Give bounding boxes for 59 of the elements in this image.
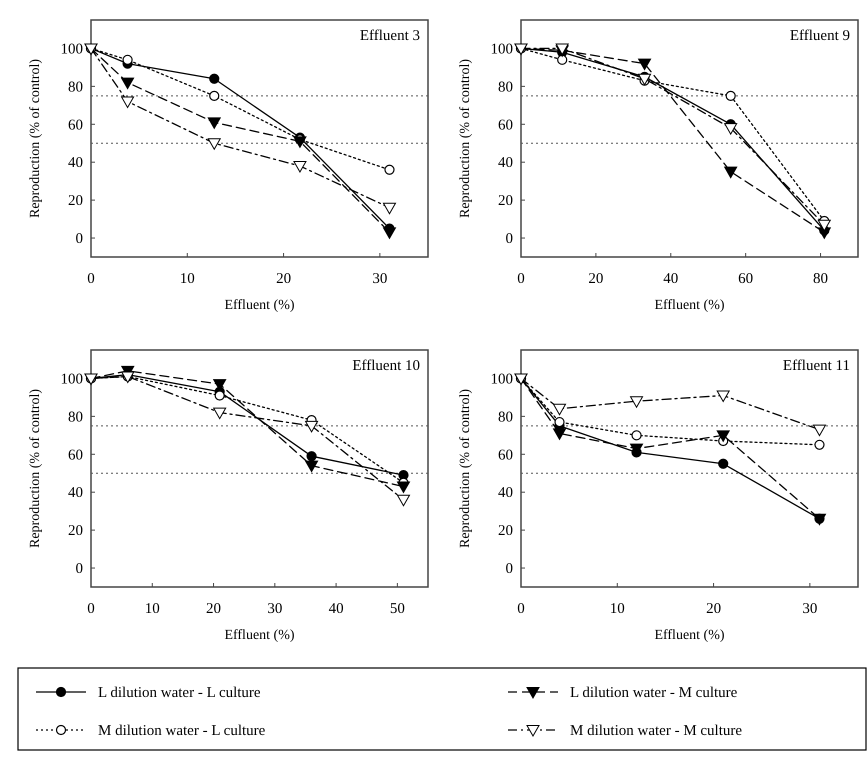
x-tick-label: 10 [180, 271, 195, 287]
x-tick-label: 0 [517, 601, 525, 617]
x-tick-label: 50 [390, 601, 405, 617]
x-tick-label: 0 [517, 271, 525, 287]
x-tick-label: 20 [706, 601, 722, 617]
y-tick-label: 20 [498, 523, 513, 540]
y-tick-label: 60 [68, 117, 83, 134]
text: Effluent 3 [360, 28, 420, 44]
y-tick-label: 0 [76, 561, 83, 578]
x-axis-title: Effluent (%) [654, 628, 725, 643]
x-tick-label: 0 [87, 271, 95, 287]
x-tick-label: 20 [276, 271, 292, 287]
y-tick-label: 40 [498, 155, 513, 172]
y-axis-title: Reproduction (% of control) [458, 388, 473, 548]
y-tick-label: 60 [498, 447, 513, 464]
x-tick-label: 30 [802, 601, 818, 617]
x-tick-label: 40 [663, 271, 678, 287]
y-tick-label: 60 [68, 447, 83, 464]
legend-label: M dilution water - L culture [98, 723, 266, 739]
y-tick-label: 20 [68, 523, 83, 540]
y-tick-label: 40 [498, 485, 513, 502]
y-tick-label: 100 [60, 41, 83, 58]
x-axis-title: Effluent (%) [654, 298, 725, 313]
legend-label: L dilution water - L culture [98, 685, 261, 701]
y-tick-label: 20 [68, 193, 83, 210]
x-tick-label: 30 [267, 601, 282, 617]
y-tick-label: 80 [498, 409, 513, 426]
y-tick-label: 80 [68, 79, 83, 96]
y-tick-label: 20 [498, 193, 513, 210]
x-tick-label: 40 [328, 601, 344, 617]
y-tick-label: 100 [60, 371, 83, 388]
y-tick-label: 0 [506, 561, 513, 578]
text: Effluent 11 [782, 358, 850, 374]
text: Effluent 9 [790, 28, 850, 44]
x-tick-label: 80 [813, 271, 828, 287]
y-tick-label: 60 [498, 117, 513, 134]
x-tick-label: 10 [610, 601, 625, 617]
y-tick-label: 0 [76, 231, 83, 248]
y-tick-label: 0 [506, 231, 513, 248]
y-tick-label: 80 [68, 409, 83, 426]
x-axis-title: Effluent (%) [224, 628, 295, 643]
x-axis-title: Effluent (%) [224, 298, 295, 313]
y-tick-label: 40 [68, 155, 83, 172]
legend-label: L dilution water - M culture [570, 685, 738, 701]
x-tick-label: 30 [372, 271, 388, 287]
y-tick-label: 80 [498, 79, 513, 96]
x-tick-label: 10 [144, 601, 160, 617]
y-axis-title: Reproduction (% of control) [28, 58, 43, 218]
y-tick-label: 40 [68, 485, 83, 502]
text: Effluent 10 [352, 358, 420, 374]
y-tick-label: 100 [490, 41, 513, 58]
x-tick-label: 0 [87, 601, 95, 617]
y-axis-title: Reproduction (% of control) [28, 388, 43, 548]
y-tick-label: 100 [490, 371, 513, 388]
x-tick-label: 20 [206, 601, 222, 617]
x-tick-label: 20 [588, 271, 604, 287]
x-tick-label: 60 [738, 271, 754, 287]
y-axis-title: Reproduction (% of control) [458, 58, 473, 218]
legend-label: M dilution water - M culture [570, 723, 742, 739]
